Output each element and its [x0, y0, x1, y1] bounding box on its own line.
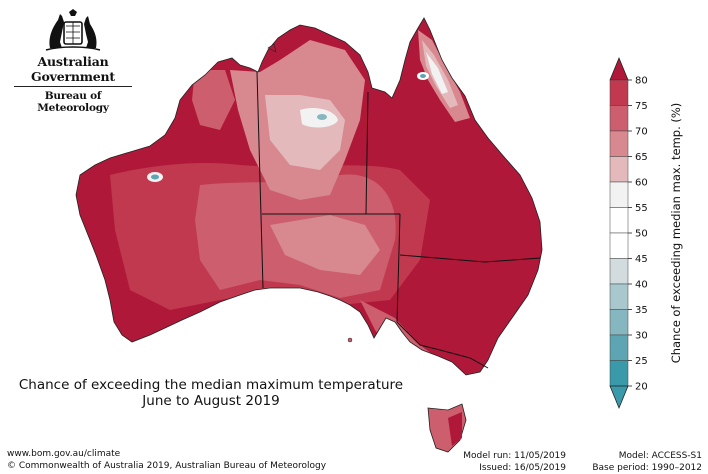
government-label: Australian Government — [31, 54, 115, 84]
map-title: Chance of exceeding the median maximum t… — [0, 377, 422, 409]
legend-swatch — [609, 156, 629, 183]
legend-tick-label: 60 — [635, 178, 648, 189]
legend-tick-label: 45 — [635, 254, 648, 265]
base-period-label: Base period: 1990–2012 — [592, 463, 702, 473]
legend-swatch — [609, 232, 629, 259]
legend-tick-label: 50 — [635, 229, 648, 240]
colour-legend: 80 75 70 65 60 55 50 45 40 35 30 25 20 Chance of exce… — [609, 56, 683, 410]
coat-of-arms-icon — [45, 9, 101, 51]
footer-model-info: Model: ACCESS-S1 Base period: 1990–2012 — [578, 450, 702, 474]
legend-tick-label: 80 — [635, 76, 648, 87]
map-title-line1: Chance of exceeding the median maximum t… — [18, 377, 404, 393]
legend-swatch — [609, 130, 629, 157]
legend-title: Chance of exceeding median max. temp. (%… — [669, 103, 683, 364]
legend-tick-label: 75 — [635, 101, 648, 112]
legend-swatch — [609, 79, 629, 106]
footer-url[interactable]: www.bom.gov.au/climate — [7, 449, 121, 459]
legend-swatch — [609, 334, 629, 361]
legend-tick-label: 40 — [635, 280, 648, 291]
legend-tick-label: 70 — [635, 127, 648, 138]
model-run-label: Model run: 11/05/2019 — [463, 451, 566, 461]
bureau-label: Bureau of Meteorology — [37, 90, 109, 114]
legend-arrow-bottom — [609, 385, 629, 410]
footer-copyright: © Commonwealth of Australia 2019, Austra… — [7, 461, 327, 471]
legend-swatch — [609, 309, 629, 336]
legend-swatch — [609, 258, 629, 285]
footer-run-info: Model run: 11/05/2019 Issued: 16/05/2019 — [440, 450, 566, 474]
legend-swatch — [609, 181, 629, 208]
footer-credits: www.bom.gov.au/climate © Commonwealth of… — [7, 448, 326, 472]
australia-map — [75, 17, 543, 453]
legend-tick-label: 65 — [635, 152, 648, 163]
legend-tick-label: 30 — [635, 331, 648, 342]
legend-tick-label: 25 — [635, 356, 648, 367]
bom-logo: Australian Government Bureau of Meteorol… — [8, 8, 138, 114]
issued-label: Issued: 16/05/2019 — [479, 463, 566, 473]
logo-divider — [14, 86, 132, 87]
legend-swatch — [609, 105, 629, 132]
legend-swatch — [609, 360, 629, 387]
legend-swatch — [609, 207, 629, 234]
model-label: Model: ACCESS-S1 — [618, 451, 702, 461]
legend-tick-label: 35 — [635, 305, 648, 316]
legend-tick-label: 20 — [635, 382, 648, 393]
map-title-line2: June to August 2019 — [142, 393, 280, 409]
legend-swatch — [609, 283, 629, 310]
legend-arrow-top — [609, 56, 629, 81]
legend-tick-label: 55 — [635, 203, 648, 214]
